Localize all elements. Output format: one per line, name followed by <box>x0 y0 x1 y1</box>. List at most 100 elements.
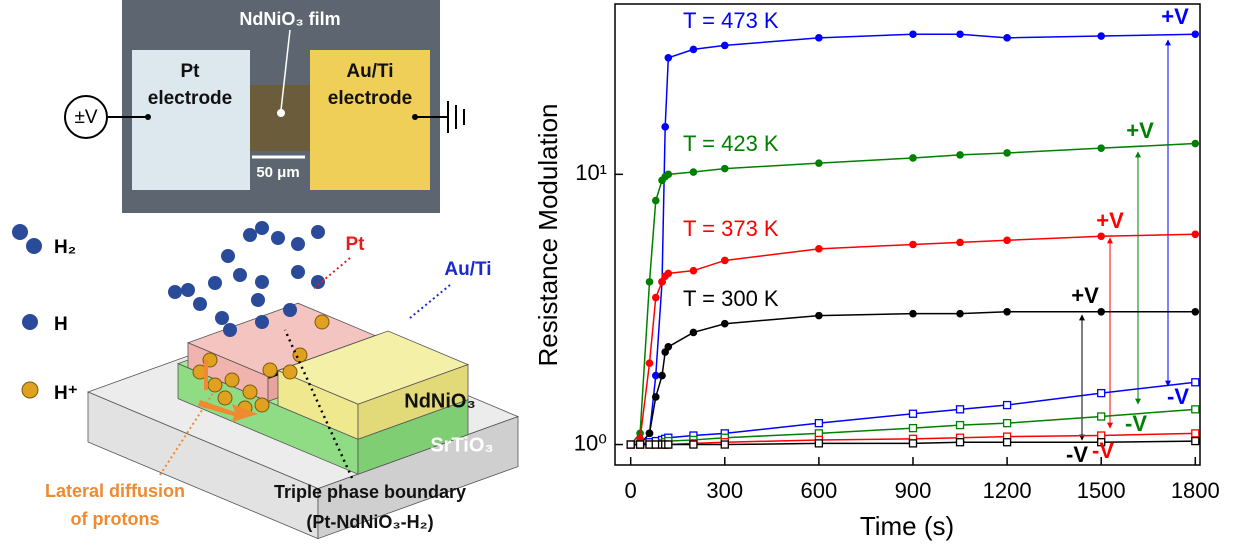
series-label: T = 423 K <box>683 131 779 156</box>
h-atom <box>243 228 257 242</box>
contact <box>145 114 151 120</box>
nickelate-label: NdNiO₃ <box>404 390 475 412</box>
h-atom <box>255 275 269 289</box>
h-atom <box>12 224 28 240</box>
data-point <box>909 410 916 417</box>
electrode-label: Pt <box>181 61 201 82</box>
data-point <box>721 320 729 328</box>
x-tick-label: 600 <box>801 478 838 503</box>
source-label: ±V <box>74 107 97 128</box>
data-point <box>665 171 673 179</box>
data-point <box>658 372 666 380</box>
data-point <box>956 239 964 247</box>
data-point <box>1097 144 1105 152</box>
proton <box>263 363 277 377</box>
h-atom <box>223 323 237 337</box>
h-atom <box>26 238 42 254</box>
h-atom <box>255 221 269 235</box>
data-point <box>665 54 673 62</box>
boundary-label: Triple phase boundary <box>274 482 466 502</box>
data-point <box>652 393 660 401</box>
scale-bar-label: 50 μm <box>256 164 299 181</box>
data-point <box>957 406 964 413</box>
data-point <box>690 46 698 54</box>
leader <box>410 285 450 318</box>
proton <box>255 398 269 412</box>
data-point <box>1097 308 1105 316</box>
data-point <box>909 154 917 162</box>
y-tick-label: 10⁰ <box>574 430 607 455</box>
data-point <box>665 270 673 278</box>
annotation: -V <box>1066 442 1088 467</box>
boundary-label: (Pt-NdNiO₃-H₂) <box>306 512 433 532</box>
annotation: -V <box>1092 438 1114 463</box>
h-atom <box>22 314 38 330</box>
data-point <box>909 30 917 38</box>
data-point <box>1003 237 1011 245</box>
data-point <box>646 430 654 438</box>
data-point <box>721 165 729 173</box>
x-axis-label: Time (s) <box>860 511 954 541</box>
proton <box>225 373 239 387</box>
electrode-label: electrode <box>328 88 412 109</box>
data-point <box>637 441 644 448</box>
data-point <box>1191 230 1199 238</box>
data-point <box>957 439 964 446</box>
electrode-label: electrode <box>148 88 232 109</box>
data-point <box>909 440 916 447</box>
data-point <box>721 42 729 50</box>
h-atom <box>271 231 285 245</box>
data-point <box>627 441 634 448</box>
h-atom <box>181 283 195 297</box>
data-point <box>646 278 654 286</box>
data-point <box>661 123 669 131</box>
data-point <box>1192 430 1199 437</box>
diffusion-label: of protons <box>71 509 160 529</box>
micrograph: NdNiO₃ film Pt electrode Au/Ti electrode… <box>65 0 464 213</box>
x-tick-label: 1800 <box>1171 478 1220 503</box>
data-point <box>909 241 917 249</box>
data-point <box>665 441 672 448</box>
annotation: -V <box>1167 384 1189 409</box>
data-point <box>1004 402 1011 409</box>
data-point <box>652 294 660 302</box>
h-atom <box>251 293 265 307</box>
h-atom <box>221 249 235 263</box>
proton <box>243 385 257 399</box>
proton <box>283 365 297 379</box>
h-atom <box>283 303 297 317</box>
legend-label: H₂ <box>54 237 76 258</box>
h-atom <box>255 315 269 329</box>
diffusion-label: Lateral diffusion <box>45 481 185 501</box>
h-atom <box>311 225 325 239</box>
data-point <box>1192 438 1199 445</box>
data-point <box>690 329 698 337</box>
data-point <box>909 310 917 318</box>
data-point <box>815 34 823 42</box>
series-label: T = 300 K <box>683 286 779 311</box>
au-label: Au/Ti <box>444 259 491 280</box>
annotation: +V <box>1096 208 1124 233</box>
data-point <box>815 245 823 253</box>
electrode-label: Au/Ti <box>346 61 393 82</box>
data-point <box>956 30 964 38</box>
substrate-label: SrTiO₃ <box>430 434 493 456</box>
data-point <box>690 267 698 275</box>
x-tick-label: 1500 <box>1077 478 1126 503</box>
series-label: T = 373 K <box>683 216 779 241</box>
data-point <box>1191 30 1199 38</box>
h-atom <box>291 237 305 251</box>
data-point <box>815 420 822 427</box>
data-point <box>957 422 964 429</box>
annotation: -V <box>1125 411 1147 436</box>
data-point <box>1191 308 1199 316</box>
pt-label: Pt <box>346 234 366 255</box>
data-point <box>1097 232 1105 240</box>
film-label: NdNiO₃ film <box>239 9 340 29</box>
legend-label: H <box>54 314 68 335</box>
x-tick-label: 900 <box>895 478 932 503</box>
proton <box>218 391 232 405</box>
annotation: +V <box>1071 283 1099 308</box>
data-point <box>1192 406 1199 413</box>
